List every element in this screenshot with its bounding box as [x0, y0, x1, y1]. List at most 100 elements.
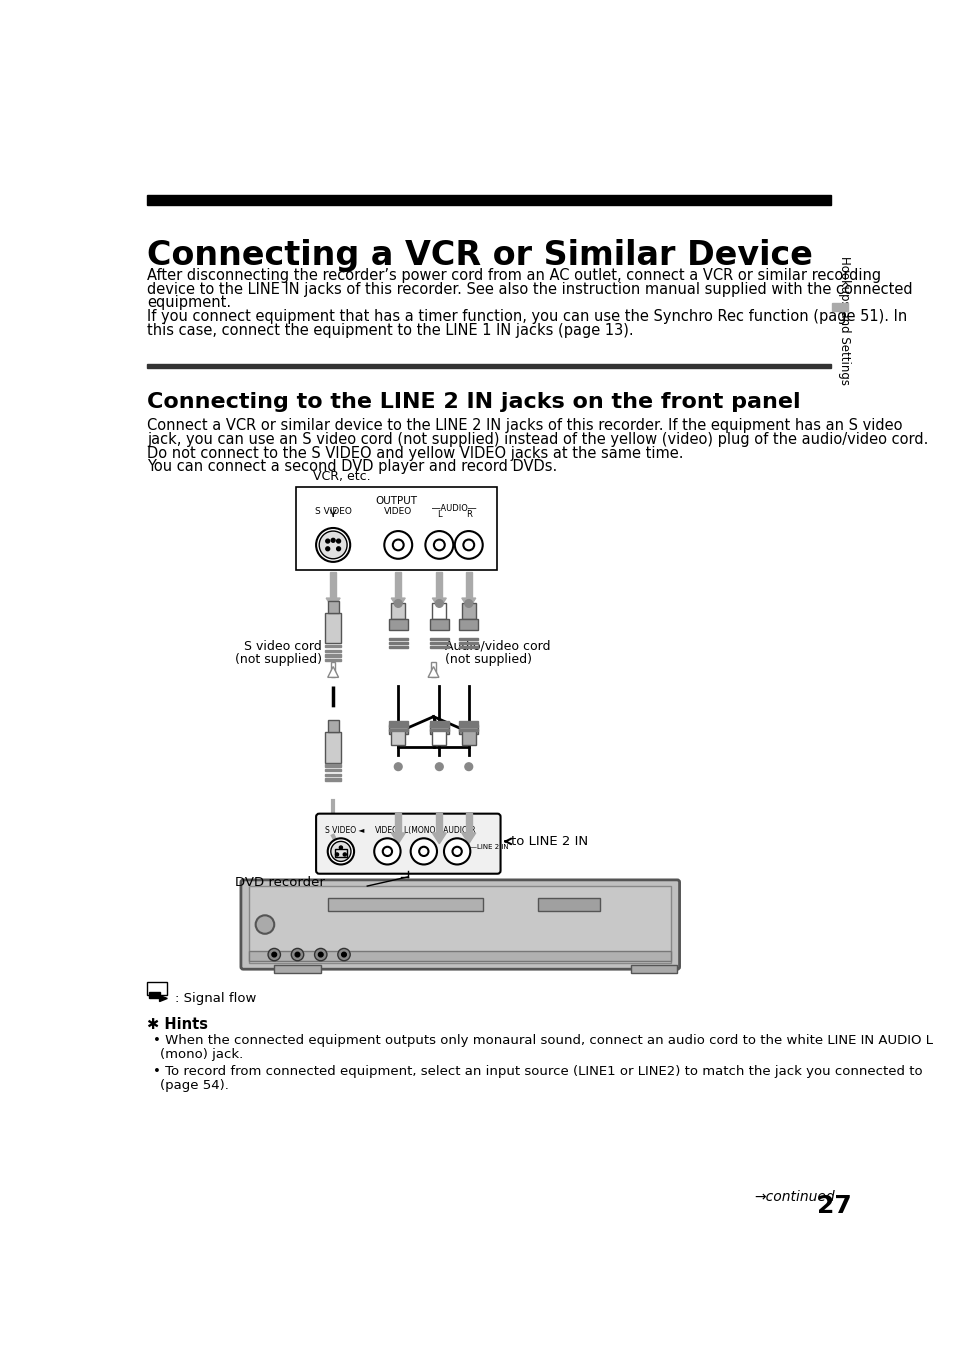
Text: Connecting a VCR or Similar Device: Connecting a VCR or Similar Device	[147, 239, 812, 272]
Circle shape	[337, 948, 350, 961]
Text: You can connect a second DVD player and record DVDs.: You can connect a second DVD player and …	[147, 460, 557, 475]
Bar	[149, 992, 159, 999]
Text: →continued: →continued	[754, 1190, 835, 1205]
Bar	[465, 813, 472, 833]
Bar	[459, 721, 477, 723]
Bar	[459, 723, 477, 734]
Text: S VIDEO: S VIDEO	[314, 507, 352, 516]
Circle shape	[335, 853, 338, 856]
Bar	[461, 603, 476, 619]
Circle shape	[394, 599, 402, 607]
Circle shape	[435, 599, 443, 607]
Bar	[147, 364, 830, 368]
Bar	[430, 642, 448, 645]
Circle shape	[272, 952, 276, 957]
Circle shape	[328, 838, 354, 864]
Bar	[459, 725, 477, 727]
Polygon shape	[326, 598, 340, 608]
Text: (not supplied): (not supplied)	[445, 653, 532, 667]
Text: OUTPUT: OUTPUT	[375, 496, 417, 507]
Text: jack, you can use an S video cord (not supplied) instead of the yellow (video) p: jack, you can use an S video cord (not s…	[147, 431, 927, 446]
Text: ✱ Hints: ✱ Hints	[147, 1017, 208, 1032]
Bar	[389, 646, 407, 648]
Circle shape	[435, 763, 443, 771]
Text: Audio/video cord: Audio/video cord	[445, 639, 550, 653]
Bar	[325, 773, 340, 776]
Bar	[391, 730, 405, 745]
Bar	[459, 619, 477, 630]
Bar	[325, 658, 340, 661]
Bar	[325, 612, 340, 644]
Bar	[831, 303, 847, 311]
Bar	[430, 646, 448, 648]
Text: If you connect equipment that has a timer function, you can use the Synchro Rec : If you connect equipment that has a time…	[147, 310, 906, 324]
Text: to LINE 2 IN: to LINE 2 IN	[510, 836, 587, 848]
Bar	[395, 572, 401, 598]
Bar	[325, 769, 340, 771]
Bar	[328, 898, 483, 911]
Circle shape	[393, 539, 403, 550]
Text: Connecting to the LINE 2 IN jacks on the front panel: Connecting to the LINE 2 IN jacks on the…	[147, 392, 800, 412]
Bar	[389, 619, 407, 630]
Polygon shape	[461, 833, 476, 844]
Bar	[325, 650, 340, 652]
Bar	[430, 638, 448, 641]
Text: VIDEO: VIDEO	[384, 507, 412, 516]
Circle shape	[314, 948, 327, 961]
Text: this case, connect the equipment to the LINE 1 IN jacks (page 13).: this case, connect the equipment to the …	[147, 323, 633, 338]
Text: • To record from connected equipment, select an input source (LINE1 or LINE2) to: • To record from connected equipment, se…	[153, 1064, 922, 1078]
FancyBboxPatch shape	[241, 880, 679, 969]
Circle shape	[455, 531, 482, 558]
Circle shape	[463, 539, 474, 550]
Text: L(MONO)  AUDIO R: L(MONO) AUDIO R	[404, 826, 476, 836]
Text: (not supplied): (not supplied)	[234, 653, 321, 667]
Bar	[328, 721, 338, 731]
Bar	[323, 538, 342, 552]
Bar	[325, 764, 340, 767]
Polygon shape	[159, 995, 167, 1002]
Bar	[330, 572, 335, 598]
Bar	[325, 779, 340, 780]
Bar	[249, 952, 670, 961]
Circle shape	[315, 529, 350, 562]
Circle shape	[394, 763, 402, 771]
Bar	[147, 195, 830, 204]
Bar	[459, 729, 477, 731]
Circle shape	[336, 539, 340, 544]
Bar	[389, 642, 407, 645]
Text: DVD recorder: DVD recorder	[235, 876, 325, 890]
Polygon shape	[328, 667, 338, 677]
Bar	[328, 602, 338, 612]
Bar	[395, 813, 401, 833]
Bar	[147, 982, 167, 995]
Circle shape	[319, 531, 347, 558]
Text: VCR, etc.: VCR, etc.	[313, 470, 370, 483]
Circle shape	[339, 846, 342, 849]
Bar	[331, 662, 335, 677]
Bar	[461, 730, 476, 745]
Text: equipment.: equipment.	[147, 296, 231, 311]
Circle shape	[336, 546, 340, 550]
Bar	[295, 487, 497, 571]
Bar	[459, 638, 477, 641]
Circle shape	[268, 948, 280, 961]
Bar	[459, 646, 477, 648]
Bar	[537, 898, 599, 911]
Circle shape	[425, 531, 453, 558]
Circle shape	[443, 838, 470, 864]
Bar	[389, 721, 407, 723]
Text: VIDEO: VIDEO	[375, 826, 398, 836]
Circle shape	[341, 952, 346, 957]
Text: After disconnecting the recorder’s power cord from an AC outlet, connect a VCR o: After disconnecting the recorder’s power…	[147, 268, 881, 283]
Bar	[274, 965, 320, 973]
Circle shape	[464, 599, 472, 607]
Text: ―AUDIO―: ―AUDIO―	[432, 504, 476, 514]
Bar	[431, 662, 436, 677]
Circle shape	[255, 915, 274, 934]
Bar	[430, 725, 448, 727]
Bar	[389, 723, 407, 734]
Text: 27: 27	[816, 1194, 851, 1218]
Circle shape	[325, 546, 330, 550]
Bar	[325, 645, 340, 648]
FancyBboxPatch shape	[315, 814, 500, 873]
